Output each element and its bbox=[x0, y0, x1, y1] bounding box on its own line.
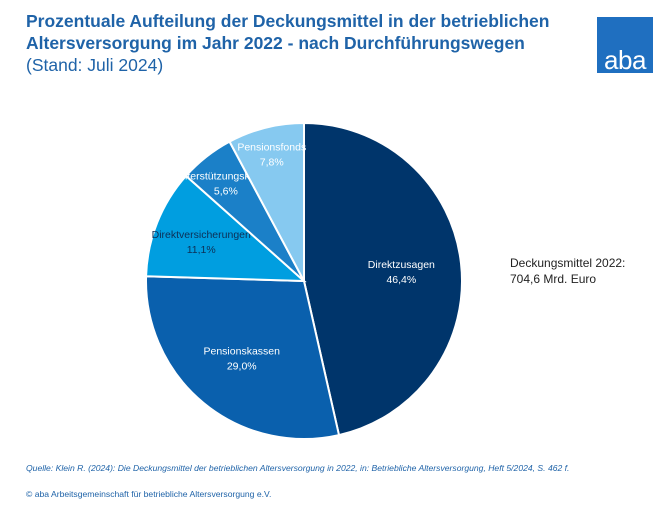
slice-value-pensionsfonds: 7,8% bbox=[260, 156, 284, 168]
total-value: 704,6 Mrd. Euro bbox=[510, 272, 597, 286]
pie-slice-direktzusagen bbox=[303, 121, 463, 437]
pie-slice-direktversicherungen bbox=[145, 174, 307, 283]
title-line-1: Prozentuale Aufteilung der Deckungsmitte… bbox=[26, 11, 550, 31]
pie-slice-pensionskassen bbox=[145, 275, 341, 440]
total-annotation: Deckungsmittel 2022: 704,6 Mrd. Euro bbox=[510, 255, 660, 287]
slice-value-unterstuetzungskassen: 5,6% bbox=[214, 186, 238, 198]
slice-name-direktversicherungen: Direktversicherungen bbox=[152, 229, 251, 241]
slice-name-pensionskassen: Pensionskassen bbox=[204, 346, 281, 358]
title-line-2: Altersversorgung im Jahr 2022 - nach Dur… bbox=[26, 33, 525, 53]
slice-value-direktzusagen: 46,4% bbox=[386, 274, 416, 286]
slice-name-direktzusagen: Direktzusagen bbox=[368, 259, 435, 271]
pie-slice-pensionsfonds bbox=[228, 121, 305, 282]
slice-name-pensionsfonds: Pensionsfonds bbox=[237, 141, 306, 153]
slice-value-pensionskassen: 29,0% bbox=[227, 361, 257, 373]
source-note: Quelle: Klein R. (2024): Die Deckungsmit… bbox=[26, 463, 570, 473]
title-stand: (Stand: Juli 2024) bbox=[26, 55, 164, 75]
slice-value-direktversicherungen: 11,1% bbox=[187, 244, 216, 256]
chart-title: Prozentuale Aufteilung der Deckungsmitte… bbox=[26, 10, 586, 76]
aba-logo: aba bbox=[597, 17, 653, 75]
copyright-note: © aba Arbeitsgemeinschaft für betrieblic… bbox=[26, 489, 272, 499]
total-label: Deckungsmittel 2022: bbox=[510, 256, 626, 270]
